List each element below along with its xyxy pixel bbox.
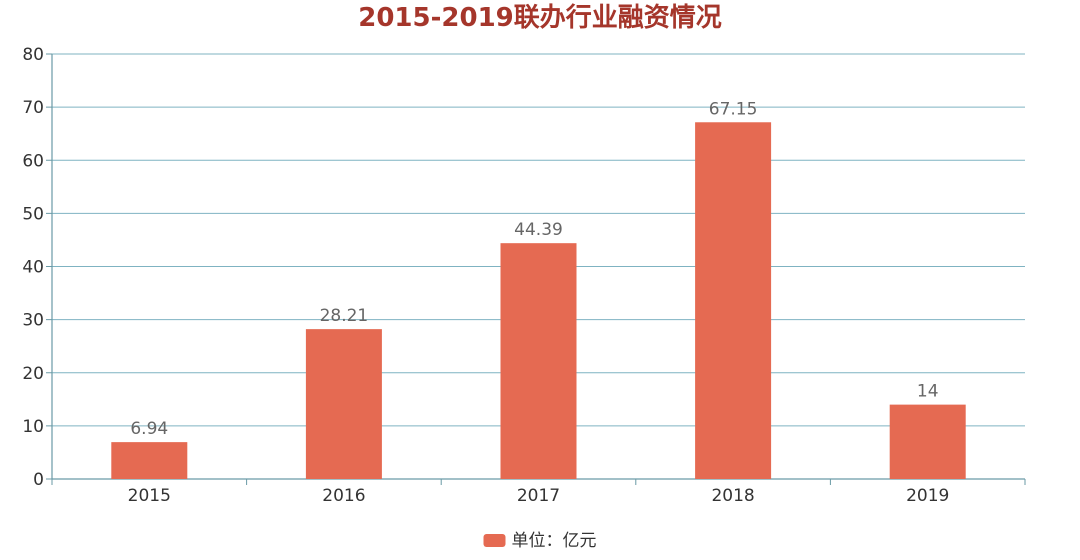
y-tick-label: 10 <box>22 417 44 437</box>
bar-2018[interactable] <box>695 122 772 479</box>
y-tick-label: 70 <box>22 98 44 118</box>
data-labels: 6.94 28.21 44.39 67.15 14 <box>130 99 938 439</box>
bar-2017[interactable] <box>500 243 577 479</box>
bar-2016[interactable] <box>305 329 382 479</box>
y-tick-label: 60 <box>22 151 44 171</box>
y-tick-label: 80 <box>22 45 44 65</box>
y-tick-label: 20 <box>22 364 44 384</box>
chart-title: 2015-2019联办行业融资情况 <box>358 2 722 33</box>
x-tick-label-2015: 2015 <box>128 486 171 506</box>
y-tick-label: 50 <box>22 204 44 224</box>
legend-swatch[interactable] <box>483 534 506 547</box>
bar-2015[interactable] <box>111 442 188 479</box>
x-tick-label-2018: 2018 <box>711 486 754 506</box>
x-tick-label-2016: 2016 <box>322 486 365 506</box>
x-tick-label-2019: 2019 <box>906 486 949 506</box>
axes: 0 10 20 30 40 50 60 70 80 2015 2016 2017 2018 2019 <box>22 45 1026 506</box>
data-label-2017: 44.39 <box>514 220 563 240</box>
data-label-2016: 28.21 <box>320 306 369 326</box>
data-label-2019: 14 <box>917 382 939 402</box>
bar-2019[interactable] <box>889 404 966 479</box>
data-label-2018: 67.15 <box>709 99 758 119</box>
bars <box>111 122 966 479</box>
data-label-2015: 6.94 <box>130 419 168 439</box>
y-tick-label: 40 <box>22 258 44 278</box>
legend-label[interactable]: 单位：亿元 <box>512 531 597 551</box>
x-tick-label-2017: 2017 <box>517 486 560 506</box>
y-tick-label: 30 <box>22 311 44 331</box>
y-tick-label: 0 <box>33 470 44 490</box>
legend[interactable]: 单位：亿元 <box>483 531 597 551</box>
